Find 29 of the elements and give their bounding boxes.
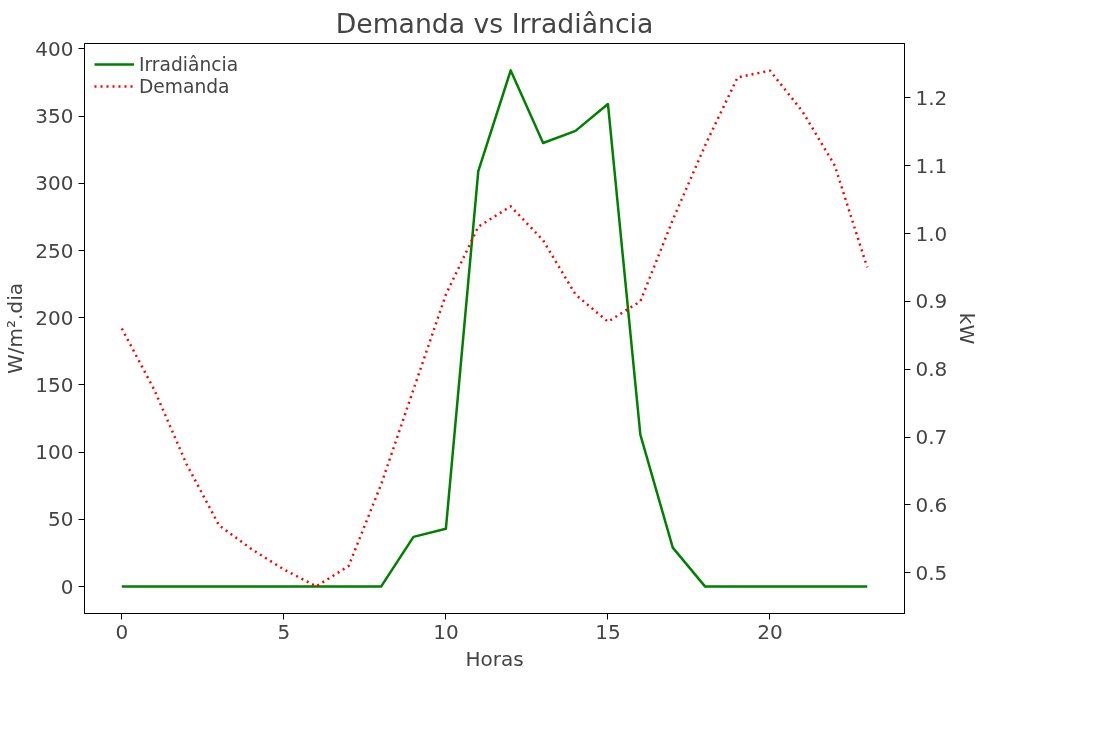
legend-label: Demanda (139, 75, 230, 97)
x-axis-title: Horas (465, 646, 524, 671)
y2-tick-label: 1.2 (915, 85, 948, 110)
y-tick-label: 250 (35, 238, 74, 263)
y-tick-label: 350 (35, 104, 74, 129)
y2-tick-label: 1.1 (915, 153, 948, 178)
y-tick-label: 0 (60, 574, 74, 599)
legend-label: Irradiância (139, 53, 239, 75)
y-tick-label: 300 (35, 171, 74, 196)
x-tick-label: 5 (277, 619, 291, 644)
y2-tick-label: 1.0 (915, 221, 948, 246)
y2-tick-label: 0.5 (915, 560, 948, 585)
y-tick-label: 150 (35, 372, 74, 397)
y-tick-label: 200 (35, 305, 74, 330)
y-axis-title: W/m².dia (3, 283, 28, 374)
x-tick-label: 10 (433, 619, 459, 644)
line-series (120, 69, 869, 588)
y2-tick-label: 0.9 (915, 289, 948, 314)
x-tick-label: 20 (757, 619, 783, 644)
y2-tick-label: 0.7 (915, 425, 948, 450)
y2-tick-label: 0.8 (915, 357, 948, 382)
y2-axis-title: kW (955, 312, 980, 345)
x-tick-label: 15 (595, 619, 621, 644)
y-tick-label: 400 (35, 36, 74, 61)
chart-title: Demanda vs Irradiância (335, 7, 654, 39)
y2-tick-label: 0.6 (915, 492, 948, 517)
y-tick-label: 100 (35, 440, 74, 465)
x-tick-label: 0 (115, 619, 129, 644)
y-tick-label: 50 (48, 507, 74, 532)
